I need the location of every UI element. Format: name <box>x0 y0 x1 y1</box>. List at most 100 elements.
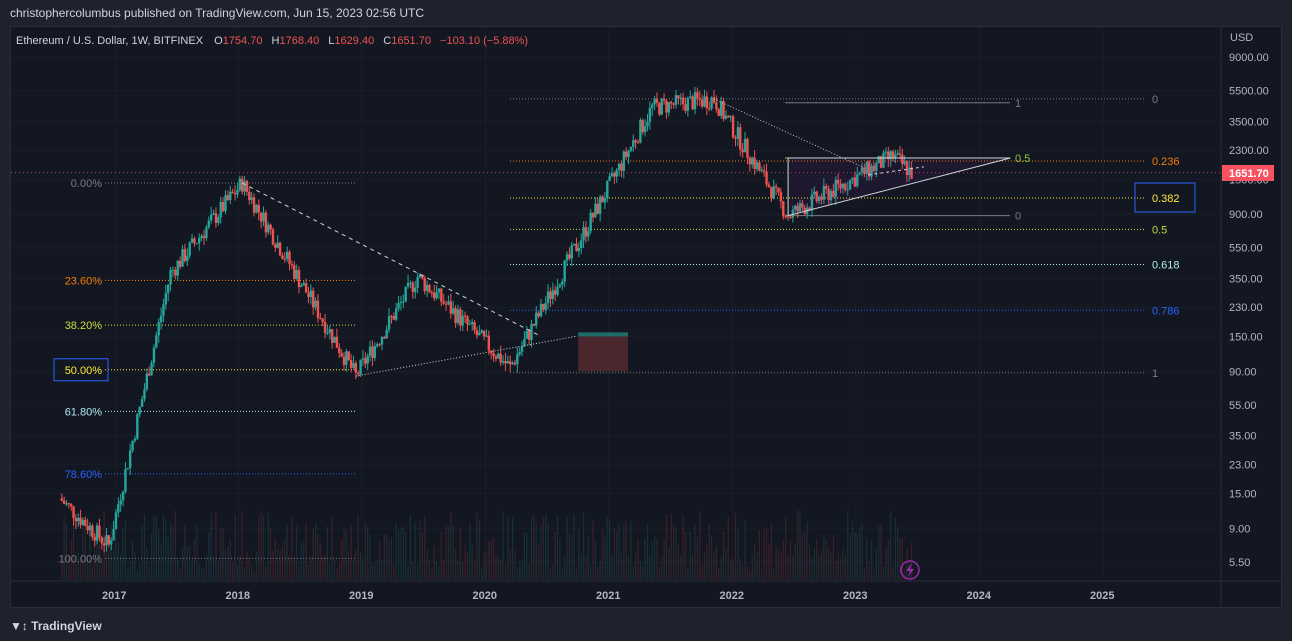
candle-body <box>60 498 63 501</box>
candle-body <box>105 535 108 546</box>
candle-body <box>428 284 431 293</box>
candle-body <box>452 308 455 314</box>
candle-body <box>572 243 576 246</box>
volume-bar <box>378 540 381 580</box>
candle-body <box>520 346 524 352</box>
tradingview-logo[interactable]: ▼↕ TradingView <box>10 619 102 633</box>
volume-bar <box>601 529 604 580</box>
fib-right-label: 0 <box>1152 94 1158 106</box>
candle-body <box>91 525 94 537</box>
candle-body <box>368 346 372 356</box>
volume-bar <box>882 566 885 580</box>
volume-bar <box>134 552 136 580</box>
fib-left-label: 23.60% <box>65 276 103 288</box>
candle-body <box>307 292 310 297</box>
candle-body <box>143 389 146 400</box>
candle-body <box>603 198 607 203</box>
candle-body <box>238 178 242 190</box>
volume-bar <box>217 560 219 580</box>
volume-bar <box>260 510 262 580</box>
candle-body <box>679 97 682 99</box>
volume-bar <box>277 548 279 580</box>
candle-body <box>504 361 507 364</box>
candle-body <box>841 183 845 189</box>
volume-bar <box>708 523 710 580</box>
drawing-layer[interactable] <box>241 98 1011 377</box>
candle-body <box>553 290 557 295</box>
volume-bar <box>148 565 150 580</box>
volume-bar <box>160 545 162 580</box>
candle-body <box>338 347 341 354</box>
volume-bar <box>224 549 227 580</box>
candle-body <box>870 165 873 177</box>
candle-body <box>466 316 469 325</box>
volume-bar <box>680 555 682 580</box>
candle-body <box>879 156 883 168</box>
candle-body <box>734 137 737 139</box>
volume-bar <box>785 515 787 580</box>
candle-body <box>827 188 830 201</box>
candle-body <box>844 183 847 190</box>
candle-body <box>459 309 462 326</box>
volume-bar <box>381 559 383 580</box>
candle-body <box>563 260 566 282</box>
volume-bar <box>630 520 632 580</box>
candle-body <box>624 151 628 157</box>
chart-frame[interactable] <box>10 26 1282 608</box>
candle-body <box>796 205 799 212</box>
volume-bar <box>535 522 537 580</box>
fibonacci-layer[interactable]: 0.00% 23.60% 38.20% 50.00% 61.80% 78.60% 100.0… <box>11 94 1220 565</box>
candle-body <box>383 337 386 339</box>
volume-bar <box>236 564 239 580</box>
candle-body <box>580 240 583 249</box>
candle-body <box>712 97 716 103</box>
volume-bar <box>243 566 246 580</box>
volume-bar <box>440 531 442 580</box>
volume-bar <box>842 549 844 580</box>
volume-bar <box>136 569 138 580</box>
candle-body <box>364 358 367 364</box>
candle-body <box>863 167 866 175</box>
candle-body <box>121 491 125 501</box>
current-price-tag <box>1222 165 1274 181</box>
candle-body <box>798 203 802 212</box>
volume-bar <box>618 523 620 580</box>
candle-body <box>509 361 512 365</box>
price-tick-label: 9.00 <box>1229 523 1250 535</box>
candle-body <box>209 214 213 221</box>
volume-bar <box>94 531 96 580</box>
candle-body <box>558 284 562 287</box>
candle-body <box>207 220 210 228</box>
volume-bar <box>101 562 103 580</box>
candle-body <box>556 286 559 295</box>
volume-bar <box>839 558 842 580</box>
candle-body <box>641 120 644 133</box>
candle-body <box>321 318 324 322</box>
volume-bar <box>162 515 165 580</box>
volume-bar <box>98 543 101 580</box>
candle-body <box>629 146 633 151</box>
candle-body <box>119 500 122 505</box>
candle-body <box>501 361 505 363</box>
volume-bar <box>578 528 580 580</box>
candle-body <box>755 162 759 169</box>
time-tick-label: 2017 <box>102 590 126 602</box>
chart-canvas[interactable]: 0.00% 23.60% 38.20% 50.00% 61.80% 78.60% 100.0… <box>0 0 1292 610</box>
candle-body <box>777 187 780 193</box>
volume-bar <box>521 558 523 580</box>
volume-bar <box>682 514 684 580</box>
candle-body <box>77 517 80 522</box>
candle-body <box>449 301 453 314</box>
volume-bar <box>894 517 896 580</box>
candle-body <box>357 372 360 375</box>
candle-body <box>224 195 227 212</box>
lightning-icon[interactable] <box>900 560 920 580</box>
candle-body <box>549 291 552 299</box>
volume-bar <box>84 514 86 580</box>
candle-body <box>117 504 120 513</box>
volume-bar <box>68 555 70 580</box>
candle-body <box>836 179 840 184</box>
candle-body <box>636 142 640 144</box>
fib-left-label: 38.20% <box>65 320 103 332</box>
volume-bar <box>587 537 589 580</box>
